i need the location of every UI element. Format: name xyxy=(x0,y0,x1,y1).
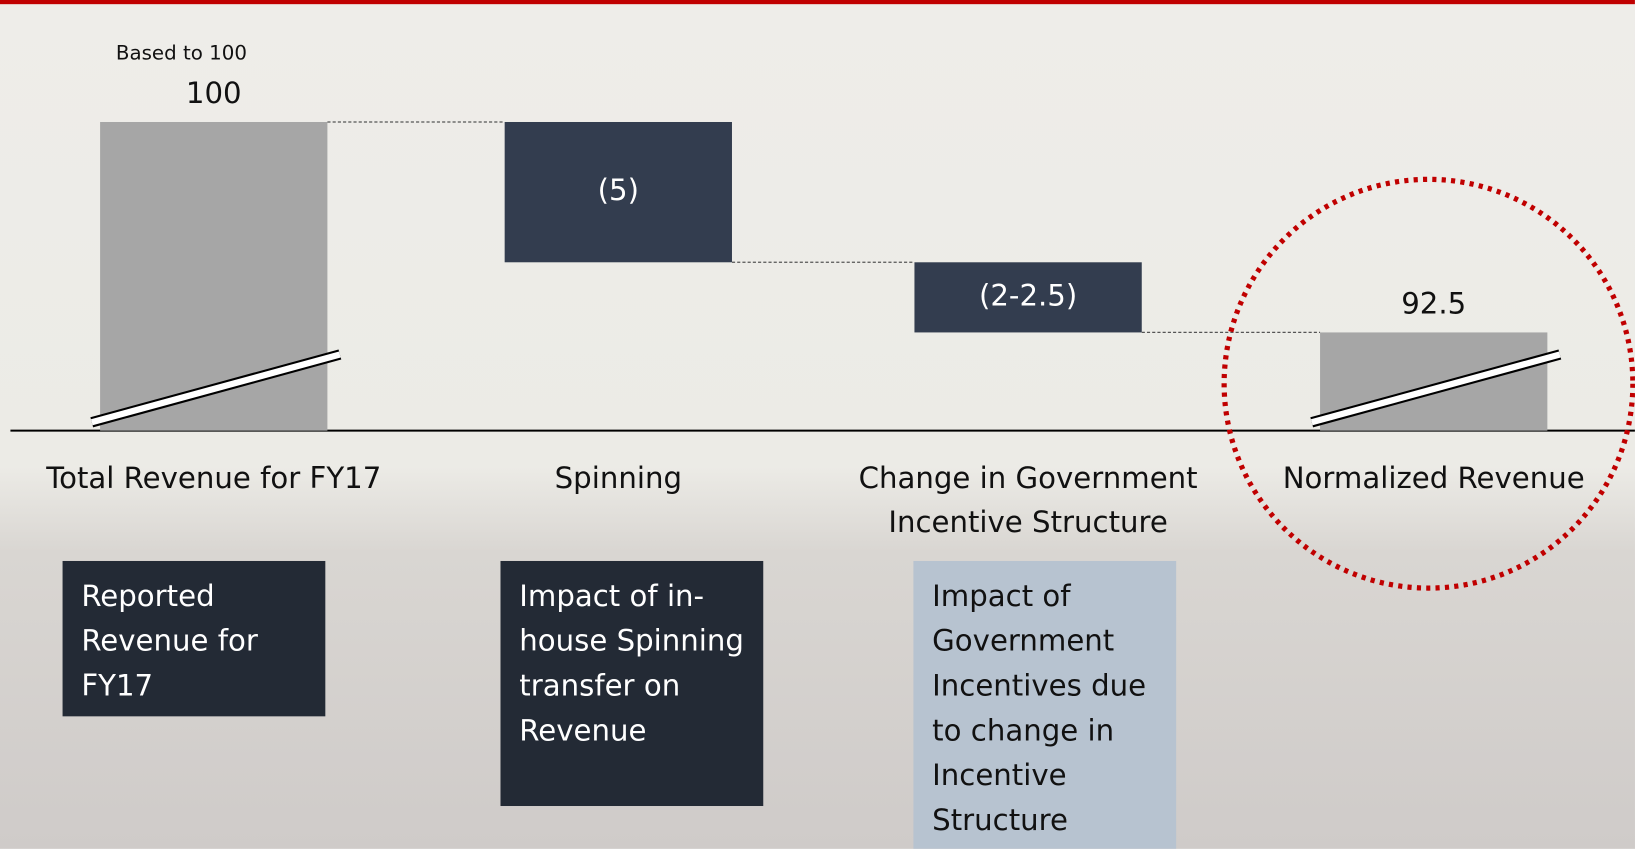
chart: Based to 100 100 (5) (2-2.5) 92.5 xyxy=(0,0,1635,849)
slide: Based to 100 100 (5) (2-2.5) 92.5 Total Rev… xyxy=(0,0,1635,849)
description-box: Reported Revenue for FY17 xyxy=(63,561,326,716)
description-box: Impact of Government Incentives due to c… xyxy=(913,561,1176,849)
note: Based to 100 xyxy=(116,42,247,65)
category-label: Total Revenue for FY17 xyxy=(26,457,401,501)
value-label: (2-2.5) xyxy=(979,278,1077,312)
value-label: (5) xyxy=(598,173,639,207)
category-label: Spinning xyxy=(462,457,775,501)
category-label: Change in Government Incentive Structure xyxy=(840,457,1215,545)
category-label: Normalized Revenue xyxy=(1267,457,1601,501)
value-label: 92.5 xyxy=(1401,286,1466,320)
value-label: 100 xyxy=(186,76,242,110)
top-rule xyxy=(0,0,1635,4)
description-box: Impact of in-house Spinning transfer on … xyxy=(500,561,763,806)
